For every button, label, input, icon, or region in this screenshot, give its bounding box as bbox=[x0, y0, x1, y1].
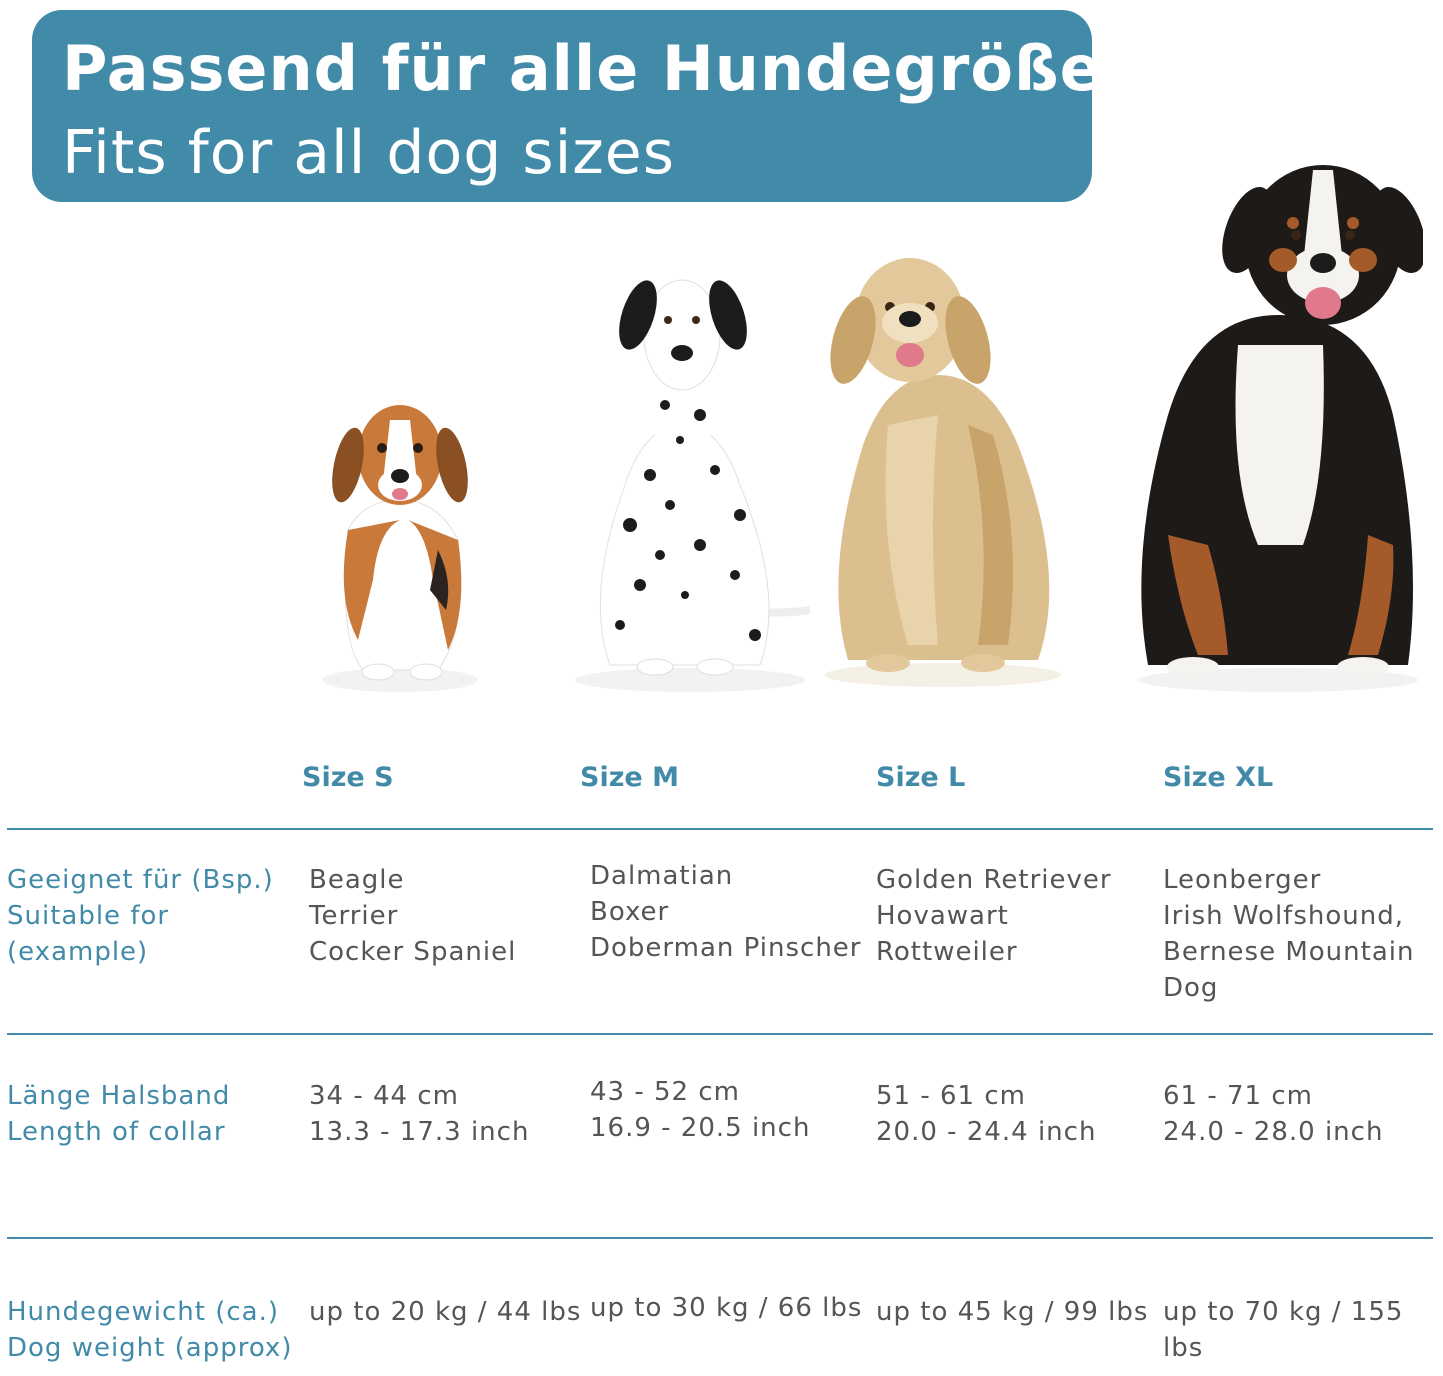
divider bbox=[7, 1237, 1433, 1239]
suitable-size-m: Dalmatian Boxer Doberman Pinscher bbox=[590, 861, 862, 963]
collar-size-xl: 61 - 71 cm 24.0 - 28.0 inch bbox=[1163, 1081, 1384, 1147]
collar-size-l: 51 - 61 cm 20.0 - 24.4 inch bbox=[876, 1081, 1097, 1147]
weight-size-xl: up to 70 kg / 155 lbs bbox=[1163, 1297, 1404, 1363]
collar-size-m: 43 - 52 cm 16.9 - 20.5 inch bbox=[590, 1077, 811, 1143]
size-xl-header: Size XL bbox=[1163, 762, 1274, 793]
title-english: Fits for all dog sizes bbox=[62, 118, 675, 188]
row-label-collar: Länge Halsband Length of collar bbox=[7, 1081, 231, 1147]
suitable-size-l: Golden Retriever Hovawart Rottweiler bbox=[876, 865, 1112, 967]
row-label-suitable: Geeignet für (Bsp.) Suitable for (exampl… bbox=[7, 865, 274, 967]
suitable-size-s: Beagle Terrier Cocker Spaniel bbox=[309, 865, 517, 967]
header-banner: Passend für alle Hundegrößen Fits for al… bbox=[32, 10, 1147, 202]
golden-retriever-icon bbox=[825, 258, 1061, 687]
weight-size-l: up to 45 kg / 99 lbs bbox=[876, 1297, 1149, 1327]
title-german: Passend für alle Hundegrößen bbox=[62, 32, 1148, 105]
collar-size-s: 34 - 44 cm 13.3 - 17.3 inch bbox=[309, 1081, 530, 1147]
weight-size-s: up to 20 kg / 44 lbs bbox=[309, 1297, 582, 1327]
size-l-header: Size L bbox=[876, 762, 966, 793]
weight-size-m: up to 30 kg / 66 lbs bbox=[590, 1293, 863, 1323]
beagle-icon bbox=[322, 405, 478, 692]
divider bbox=[7, 1033, 1433, 1035]
divider bbox=[7, 828, 1433, 830]
size-s-header: Size S bbox=[302, 762, 394, 793]
bernese-mountain-dog-icon bbox=[1138, 165, 1423, 692]
size-m-header: Size M bbox=[580, 762, 679, 793]
suitable-size-xl: Leonberger Irish Wolfshound, Bernese Mou… bbox=[1163, 865, 1415, 1003]
dalmatian-icon bbox=[575, 279, 811, 692]
row-label-weight: Hundegewicht (ca.) Dog weight (approx) bbox=[7, 1297, 293, 1363]
